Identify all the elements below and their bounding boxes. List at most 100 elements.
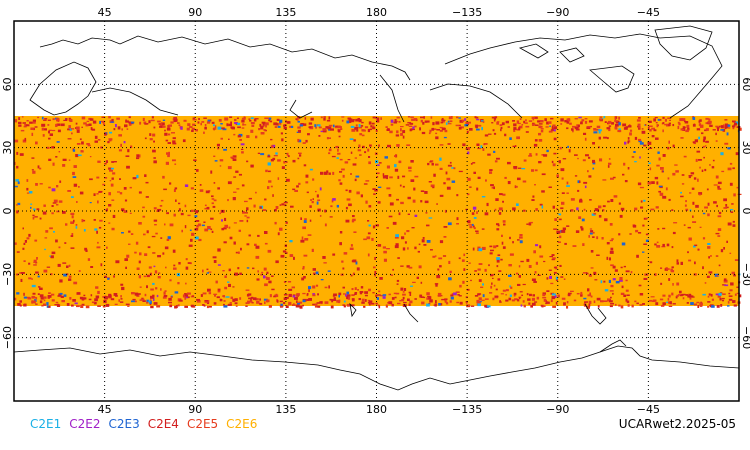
obs-mark (292, 295, 296, 298)
obs-mark (643, 277, 648, 280)
obs-mark (623, 127, 628, 130)
obs-mark (242, 123, 245, 126)
obs-mark (638, 138, 642, 141)
obs-mark (46, 302, 49, 305)
obs-mark (131, 121, 135, 124)
obs-mark (30, 206, 32, 209)
obs-mark (26, 179, 29, 182)
obs-mark (119, 301, 124, 303)
obs-mark (472, 247, 475, 251)
obs-mark (245, 305, 248, 307)
obs-mark (294, 189, 298, 192)
obs-mark (34, 216, 38, 218)
obs-mark (537, 120, 541, 123)
obs-mark (535, 208, 538, 211)
obs-mark (642, 224, 645, 227)
obs-mark (48, 292, 51, 294)
obs-mark (300, 123, 304, 125)
obs-mark (368, 300, 373, 303)
obs-mark (111, 177, 114, 180)
obs-mark (716, 126, 720, 129)
obs-mark (584, 301, 589, 303)
obs-mark (648, 125, 653, 127)
obs-mark (51, 146, 55, 149)
obs-mark (584, 120, 588, 124)
obs-mark (237, 251, 240, 254)
obs-mark (489, 292, 493, 294)
obs-mark (596, 125, 601, 129)
obs-mark (220, 123, 223, 125)
obs-mark (118, 299, 120, 302)
obs-mark (89, 156, 92, 158)
obs-mark (138, 275, 141, 279)
obs-mark (531, 278, 536, 281)
obs-mark (184, 225, 187, 229)
obs-mark (390, 123, 394, 126)
obs-mark (451, 180, 456, 183)
obs-mark (459, 119, 464, 123)
obs-mark (144, 293, 147, 297)
obs-mark (223, 241, 227, 244)
obs-mark (587, 294, 592, 297)
obs-mark (224, 117, 229, 121)
obs-mark (49, 227, 53, 230)
obs-mark (228, 123, 232, 127)
obs-mark (165, 139, 169, 142)
obs-mark (704, 168, 707, 172)
obs-mark (374, 257, 376, 260)
obs-mark (610, 284, 614, 288)
obs-mark (376, 294, 381, 296)
obs-mark (716, 204, 718, 208)
obs-mark (643, 243, 647, 245)
obs-mark (717, 296, 721, 298)
obs-mark (499, 300, 501, 303)
obs-mark (619, 214, 623, 218)
obs-mark (310, 199, 312, 201)
obs-mark (578, 116, 582, 119)
obs-mark (148, 120, 151, 124)
obs-mark (466, 130, 469, 134)
right-latitude-label: 0 (740, 208, 750, 215)
obs-mark (640, 206, 644, 209)
obs-mark (132, 177, 137, 180)
obs-mark (627, 304, 630, 307)
obs-mark (309, 168, 313, 171)
obs-mark (392, 221, 397, 225)
obs-mark (705, 128, 709, 131)
obs-mark (394, 296, 397, 299)
obs-mark (254, 118, 259, 120)
obs-mark (257, 152, 261, 154)
obs-mark (354, 178, 357, 182)
obs-mark (668, 124, 671, 127)
obs-mark (88, 298, 92, 301)
obs-mark (202, 269, 204, 273)
obs-mark (89, 118, 94, 121)
obs-mark (546, 277, 549, 280)
obs-mark (604, 289, 609, 292)
obs-mark (607, 298, 611, 302)
obs-mark (211, 230, 214, 233)
obs-mark (241, 117, 246, 120)
obs-mark (109, 180, 112, 182)
obs-mark (241, 119, 245, 123)
obs-mark (135, 241, 139, 245)
obs-mark (522, 283, 526, 286)
obs-mark (544, 118, 547, 122)
obs-mark (571, 128, 574, 131)
obs-mark (733, 121, 735, 123)
obs-mark (264, 242, 268, 245)
obs-mark (167, 133, 171, 136)
obs-mark (288, 288, 293, 291)
obs-mark (281, 138, 284, 142)
obs-mark (612, 278, 616, 281)
obs-mark (68, 278, 72, 281)
obs-mark (588, 120, 593, 123)
obs-mark (672, 303, 676, 305)
obs-mark (159, 123, 163, 126)
obs-mark (685, 294, 688, 296)
obs-mark (519, 291, 523, 293)
obs-mark (522, 300, 525, 303)
obs-mark (296, 293, 300, 296)
obs-mark (276, 118, 280, 121)
obs-mark (517, 283, 521, 286)
